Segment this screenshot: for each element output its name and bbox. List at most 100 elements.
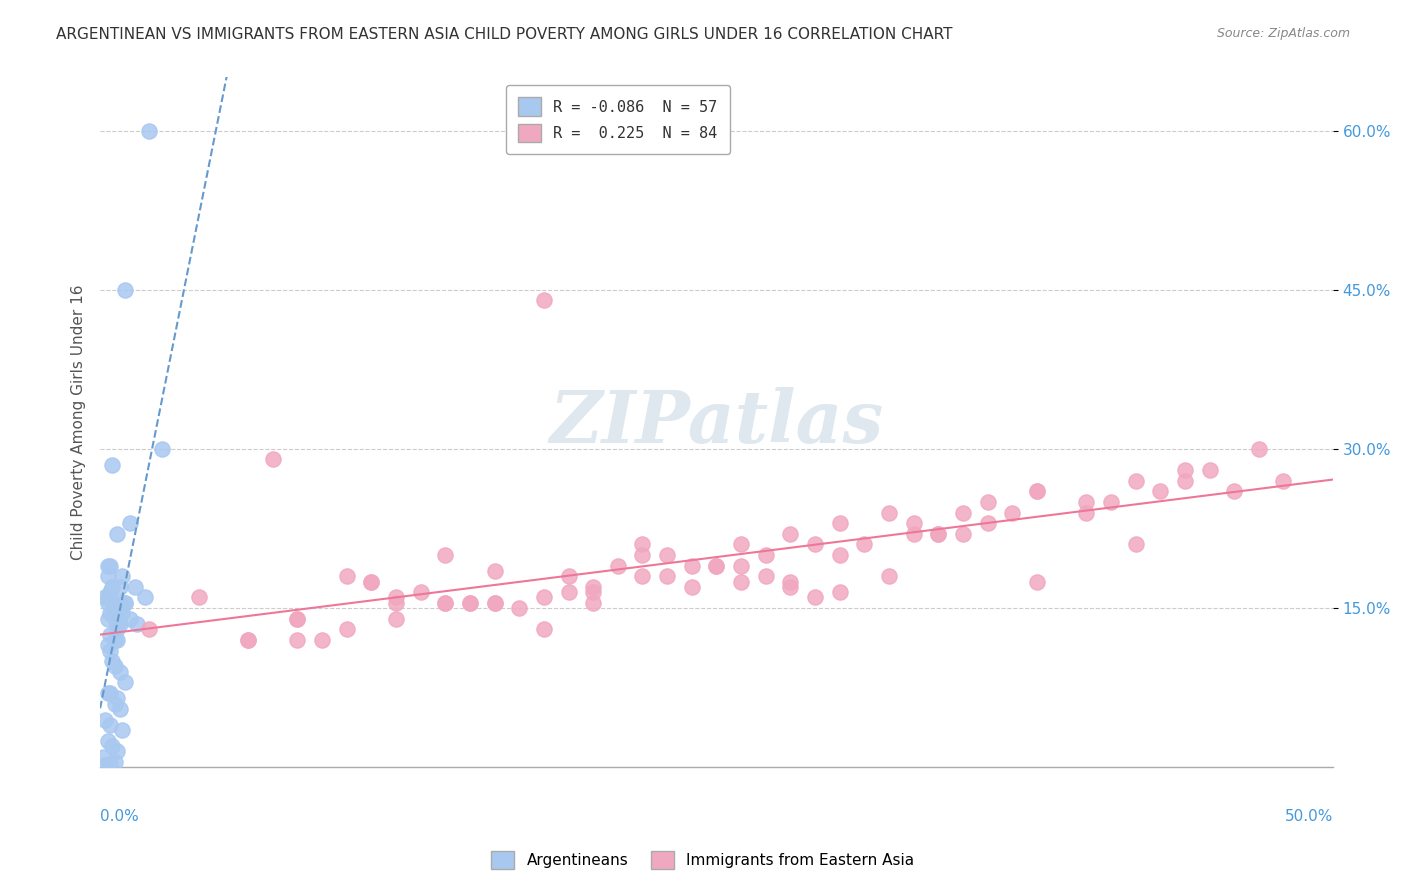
Point	[385, 596, 408, 610]
Point	[96, 733, 118, 747]
Point	[108, 580, 131, 594]
Point	[927, 526, 949, 541]
Point	[631, 569, 654, 583]
Point	[1026, 574, 1049, 589]
Y-axis label: Child Poverty Among Girls Under 16: Child Poverty Among Girls Under 16	[72, 285, 86, 560]
Point	[1076, 506, 1098, 520]
Point	[94, 713, 117, 727]
Point	[104, 612, 127, 626]
Text: 50.0%: 50.0%	[1285, 809, 1333, 823]
Point	[508, 601, 530, 615]
Point	[285, 612, 308, 626]
Point	[98, 757, 121, 772]
Point	[657, 569, 679, 583]
Point	[101, 596, 124, 610]
Point	[111, 607, 134, 621]
Point	[582, 596, 605, 610]
Point	[98, 585, 121, 599]
Point	[111, 723, 134, 738]
Point	[804, 591, 827, 605]
Point	[681, 558, 703, 573]
Point	[582, 585, 605, 599]
Point	[98, 686, 121, 700]
Point	[105, 691, 128, 706]
Point	[118, 612, 141, 626]
Point	[582, 580, 605, 594]
Point	[903, 516, 925, 531]
Point	[706, 558, 728, 573]
Point	[903, 526, 925, 541]
Legend: Argentineans, Immigrants from Eastern Asia: Argentineans, Immigrants from Eastern As…	[485, 845, 921, 875]
Point	[262, 452, 284, 467]
Text: Source: ZipAtlas.com: Source: ZipAtlas.com	[1216, 27, 1350, 40]
Point	[104, 659, 127, 673]
Point	[1174, 474, 1197, 488]
Point	[138, 622, 160, 636]
Point	[681, 580, 703, 594]
Point	[96, 686, 118, 700]
Point	[98, 607, 121, 621]
Point	[1099, 495, 1122, 509]
Point	[236, 632, 259, 647]
Point	[124, 580, 146, 594]
Point	[104, 697, 127, 711]
Point	[657, 548, 679, 562]
Point	[877, 569, 900, 583]
Point	[101, 458, 124, 472]
Point	[853, 537, 876, 551]
Point	[706, 558, 728, 573]
Point	[828, 585, 851, 599]
Point	[434, 596, 457, 610]
Point	[96, 558, 118, 573]
Point	[779, 580, 801, 594]
Point	[118, 516, 141, 531]
Point	[104, 755, 127, 769]
Point	[104, 607, 127, 621]
Point	[730, 558, 752, 573]
Point	[409, 585, 432, 599]
Point	[114, 596, 136, 610]
Point	[1125, 474, 1147, 488]
Point	[557, 585, 579, 599]
Point	[94, 758, 117, 772]
Text: ZIPatlas: ZIPatlas	[550, 387, 883, 458]
Point	[114, 596, 136, 610]
Point	[336, 569, 359, 583]
Point	[1001, 506, 1024, 520]
Point	[1026, 484, 1049, 499]
Point	[1174, 463, 1197, 477]
Point	[114, 283, 136, 297]
Point	[311, 632, 333, 647]
Point	[138, 123, 160, 137]
Point	[606, 558, 628, 573]
Point	[877, 506, 900, 520]
Point	[1198, 463, 1220, 477]
Point	[91, 749, 114, 764]
Point	[484, 596, 506, 610]
Point	[101, 580, 124, 594]
Point	[108, 596, 131, 610]
Point	[730, 574, 752, 589]
Point	[385, 591, 408, 605]
Point	[101, 654, 124, 668]
Point	[458, 596, 481, 610]
Point	[336, 622, 359, 636]
Point	[1149, 484, 1171, 499]
Point	[96, 638, 118, 652]
Text: ARGENTINEAN VS IMMIGRANTS FROM EASTERN ASIA CHILD POVERTY AMONG GIRLS UNDER 16 C: ARGENTINEAN VS IMMIGRANTS FROM EASTERN A…	[56, 27, 953, 42]
Point	[804, 537, 827, 551]
Point	[105, 526, 128, 541]
Point	[828, 548, 851, 562]
Point	[484, 564, 506, 578]
Point	[94, 591, 117, 605]
Point	[98, 718, 121, 732]
Point	[533, 622, 555, 636]
Text: 0.0%: 0.0%	[100, 809, 139, 823]
Point	[114, 675, 136, 690]
Legend: R = -0.086  N = 57, R =  0.225  N = 84: R = -0.086 N = 57, R = 0.225 N = 84	[506, 85, 730, 154]
Point	[108, 617, 131, 632]
Point	[1125, 537, 1147, 551]
Point	[285, 612, 308, 626]
Point	[779, 526, 801, 541]
Point	[105, 632, 128, 647]
